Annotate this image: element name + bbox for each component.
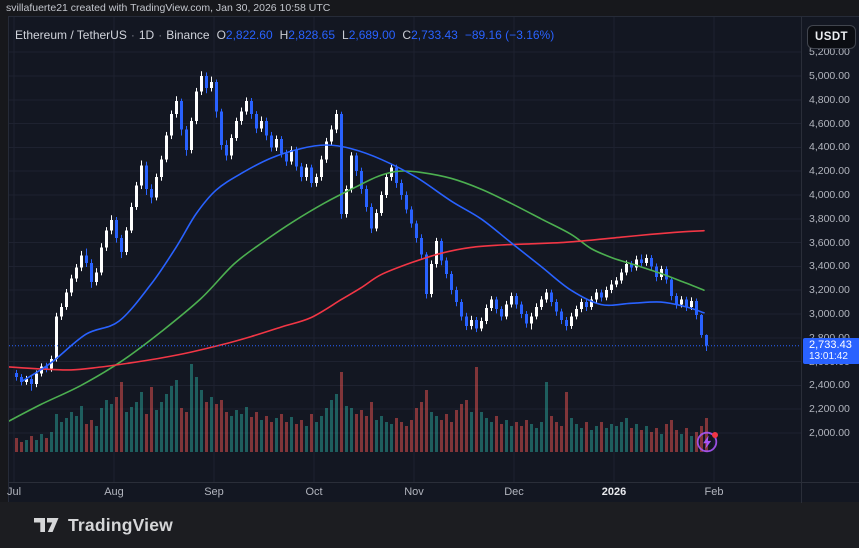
change-value: −89.16 (−3.16%) bbox=[464, 28, 555, 42]
ma-fast-blue bbox=[22, 144, 705, 382]
price-axis-label: 4,800.00 bbox=[809, 93, 850, 106]
price-axis-label: 4,200.00 bbox=[809, 165, 850, 178]
symbol-title[interactable]: Ethereum / TetherUS bbox=[15, 28, 127, 42]
time-axis-label: Nov bbox=[404, 486, 424, 498]
low-label: L bbox=[342, 28, 349, 42]
time-axis[interactable]: Jul Aug Sep Oct Nov Dec 2026 Feb bbox=[6, 483, 801, 503]
price-chart[interactable] bbox=[9, 17, 801, 482]
time-axis-divider bbox=[9, 482, 859, 483]
bar-countdown: 13:01:42 bbox=[809, 350, 848, 362]
time-axis-label: Sep bbox=[204, 486, 224, 498]
time-axis-label: Aug bbox=[104, 486, 124, 498]
footer-bar: TradingView bbox=[0, 502, 859, 548]
price-axis[interactable]: USDT 2,733.43 13:01:42 5,200.00 5,000.00 4… bbox=[801, 17, 859, 503]
exchange-label: Binance bbox=[166, 28, 210, 42]
tradingview-wordmark[interactable]: TradingView bbox=[68, 514, 173, 535]
ma-mid-green bbox=[9, 170, 705, 422]
price-axis-label: 2,200.00 bbox=[809, 403, 850, 416]
open-label: O bbox=[216, 28, 226, 42]
price-axis-label: 3,800.00 bbox=[809, 212, 850, 225]
tradingview-logo-icon[interactable] bbox=[34, 517, 59, 533]
price-axis-label: 3,200.00 bbox=[809, 284, 850, 297]
chart-widget: Ethereum / TetherUS · 1D · Binance O2,822.60 H… bbox=[6, 16, 859, 503]
attribution-bar: svillafuerte21 created with TradingView.… bbox=[0, 0, 859, 16]
time-axis-label: Oct bbox=[305, 486, 323, 498]
ma-slow-red bbox=[9, 229, 705, 371]
symbol-legend[interactable]: Ethereum / TetherUS · 1D · Binance O2,822.60 H… bbox=[15, 28, 555, 42]
price-axis-label: 4,000.00 bbox=[809, 189, 850, 201]
last-price-label: 2,733.43 13:01:42 bbox=[803, 337, 859, 364]
last-price-value: 2,733.43 bbox=[809, 338, 852, 351]
time-axis-label: Dec bbox=[504, 486, 524, 498]
high-label: H bbox=[279, 28, 289, 42]
price-axis-label: 2,400.00 bbox=[809, 379, 850, 392]
open-value: 2,822.60 bbox=[225, 28, 273, 42]
close-value: 2,733.43 bbox=[411, 28, 458, 42]
price-axis-label: 4,400.00 bbox=[809, 141, 850, 154]
streak-flame-icon[interactable] bbox=[695, 429, 721, 455]
high-value: 2,828.65 bbox=[288, 28, 336, 42]
price-axis-label: 3,600.00 bbox=[809, 236, 850, 249]
attribution-text: svillafuerte21 created with TradingView.… bbox=[6, 2, 331, 14]
close-label: C bbox=[402, 28, 412, 42]
time-axis-label: 2026 bbox=[601, 486, 627, 498]
currency-toggle-button[interactable]: USDT bbox=[807, 25, 856, 49]
interval-label[interactable]: 1D bbox=[138, 28, 155, 42]
price-axis-label: 3,000.00 bbox=[809, 308, 850, 320]
price-axis-label: 4,600.00 bbox=[809, 117, 850, 130]
price-axis-label: 5,000.00 bbox=[809, 70, 850, 82]
price-axis-label: 2,000.00 bbox=[809, 427, 850, 439]
low-value: 2,689.00 bbox=[348, 28, 396, 42]
time-axis-label: Jul bbox=[6, 486, 22, 498]
price-axis-label: 3,400.00 bbox=[809, 260, 850, 273]
time-axis-label: Feb bbox=[704, 486, 724, 498]
price-axis-label: 5,200.00 bbox=[809, 46, 850, 59]
notification-dot bbox=[712, 432, 718, 438]
